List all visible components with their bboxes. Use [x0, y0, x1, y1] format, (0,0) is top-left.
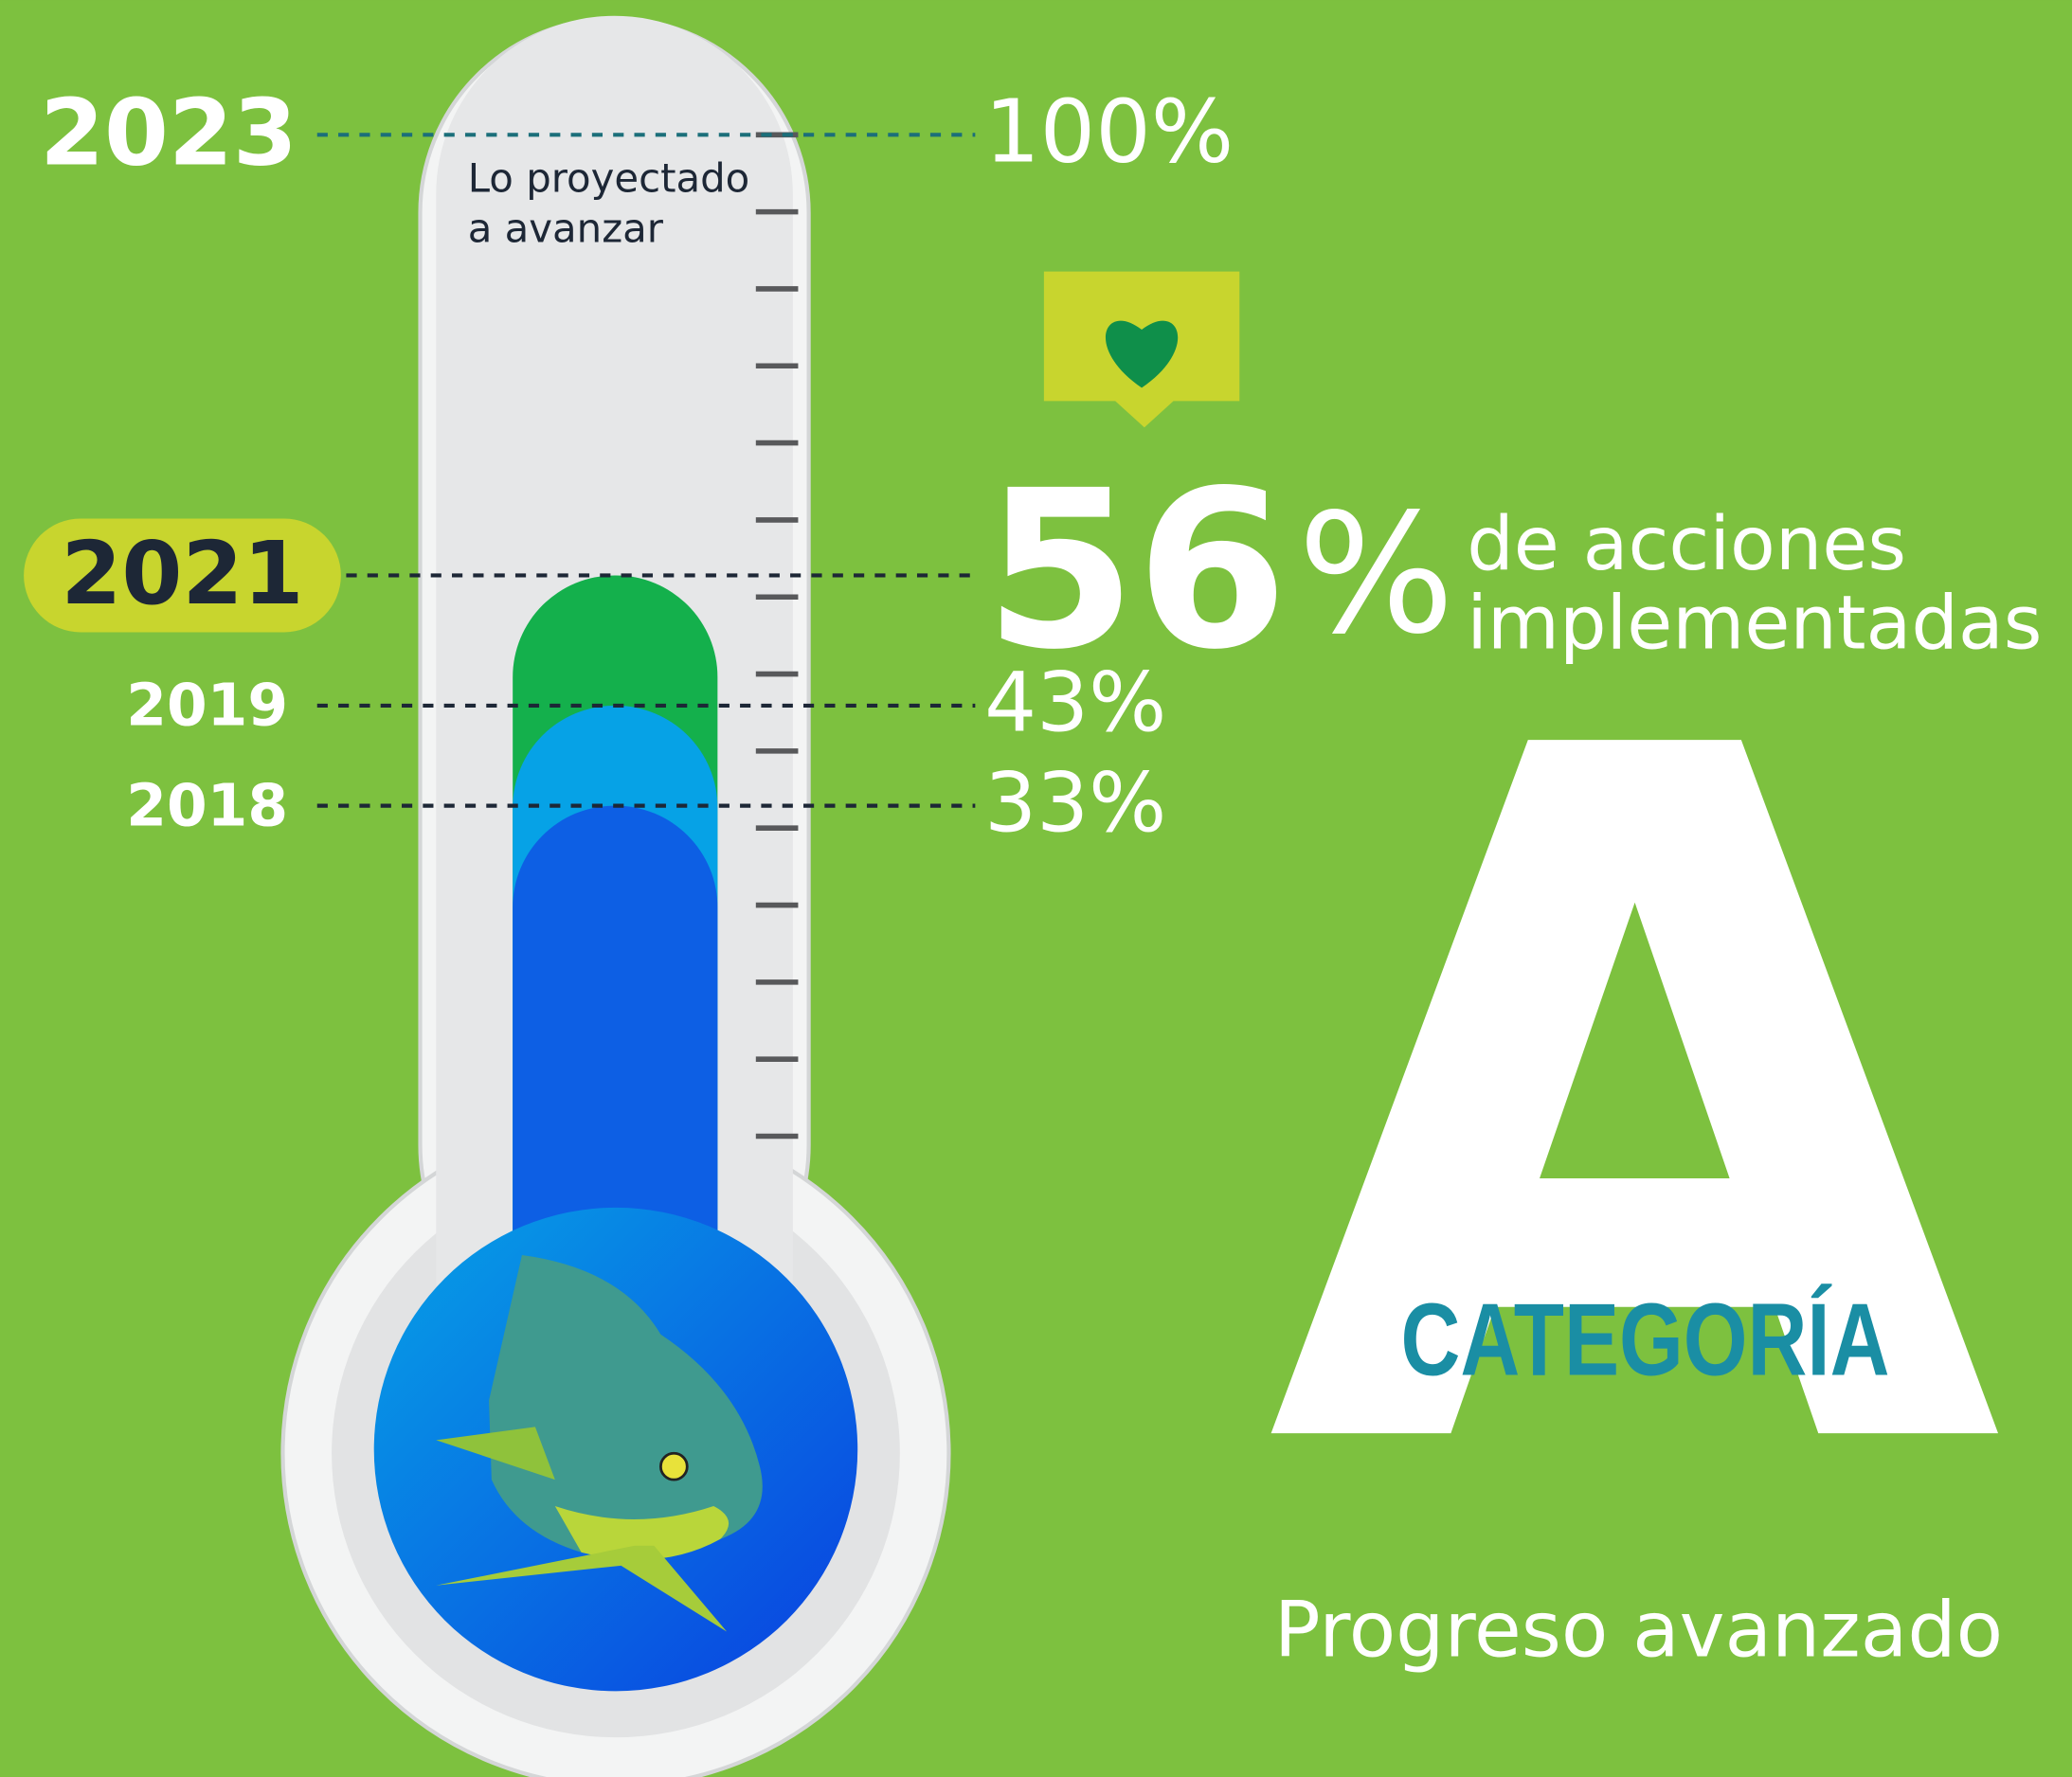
fish-tail-fin	[436, 1545, 728, 1632]
year-label: 2019	[126, 673, 288, 740]
category-grade: A	[1267, 550, 2010, 1658]
highlight-text: de acciones	[1467, 502, 1906, 587]
projection-label: a avanzar	[468, 206, 664, 252]
year-label: 2021	[61, 523, 303, 624]
fish-eye	[658, 1451, 689, 1481]
highlight-pill	[24, 518, 341, 633]
value-label: 100%	[984, 81, 1234, 182]
year-label: 2018	[126, 772, 288, 839]
value-label: 33%	[984, 756, 1166, 851]
projection-label: Lo proyectado	[468, 155, 750, 202]
category-label: CATEGORÍA	[1400, 1283, 1889, 1397]
category-text: Progreso avanzado	[1274, 1587, 2003, 1676]
value-label: 43%	[984, 656, 1166, 751]
heart-icon	[1105, 320, 1179, 388]
fish-fin	[436, 1427, 555, 1481]
value-label: 56	[984, 444, 1288, 698]
fish	[436, 1255, 763, 1632]
thermometer	[280, 15, 951, 1777]
scale-ticks	[755, 132, 799, 1140]
fish-belly	[554, 1506, 730, 1560]
fish-body	[489, 1255, 763, 1560]
year-label: 2023	[40, 79, 297, 187]
value-unit: %	[1298, 478, 1455, 671]
highlight-text: implementadas	[1467, 582, 2042, 667]
